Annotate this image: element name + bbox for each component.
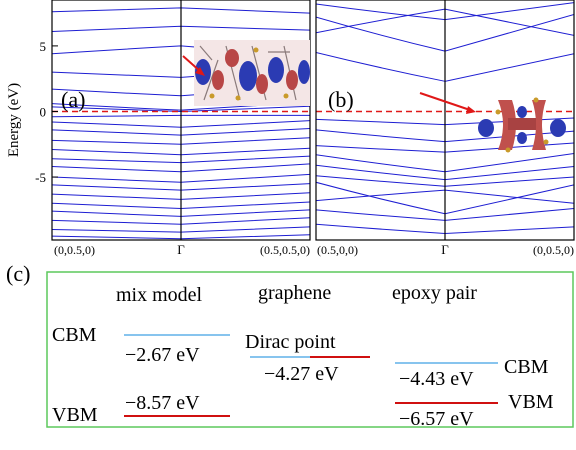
- inset-structure-b: [478, 97, 566, 153]
- cbm-label-mix: CBM: [52, 324, 97, 346]
- xticks-b: (0.5,0,0) Γ (0,0.5,0): [317, 242, 574, 257]
- column-header-graphene: graphene: [258, 282, 331, 304]
- panel-label-c: (c): [6, 261, 30, 286]
- vbm-value-mix: −8.57 eV: [125, 392, 200, 414]
- column-header-mix-model: mix model: [116, 284, 203, 306]
- frame-a: [51, 0, 311, 241]
- cbm-label-epoxy: CBM: [504, 356, 549, 378]
- panel-a: -5 0 5 Energy (eV) (a) (0,0.5,0) Γ (0.5,0.…: [6, 0, 311, 257]
- inset-arrow-b: [419, 92, 476, 114]
- ytick-label-1: 0: [40, 104, 47, 119]
- cbm-value-epoxy: −4.43 eV: [399, 368, 474, 390]
- panel-b: (b) (0.5,0,0) Γ (0,0.5,0): [315, 0, 575, 257]
- yticks-a: -5 0 5: [35, 39, 58, 185]
- xtick-label-b-1: Γ: [441, 242, 449, 257]
- dirac-point-label: Dirac point: [245, 331, 336, 353]
- xtick-label-a-0: (0,0.5,0): [54, 243, 95, 257]
- panel-label-b: (b): [328, 87, 354, 112]
- xtick-label-b-0: (0.5,0,0): [317, 243, 358, 257]
- inset-arrow-a: [182, 55, 205, 76]
- xticks-a: (0,0.5,0) Γ (0.5,0.5,0): [54, 242, 310, 257]
- y-axis-label: Energy (eV): [6, 83, 22, 157]
- vbm-label-epoxy: VBM: [508, 391, 554, 413]
- panel-label-a: (a): [61, 87, 85, 112]
- vbm-value-epoxy: −6.57 eV: [399, 408, 474, 430]
- ytick-label-2: 5: [40, 39, 47, 54]
- column-header-epoxy-pair: epoxy pair: [392, 282, 477, 304]
- xtick-label-b-2: (0,0.5,0): [533, 243, 574, 257]
- cbm-value-mix: −2.67 eV: [125, 344, 200, 366]
- ytick-label-0: -5: [35, 170, 46, 185]
- inset-structure-a: [194, 40, 310, 106]
- vbm-label-mix: VBM: [52, 404, 98, 426]
- frame-b: [315, 0, 575, 241]
- panel-c-frame: [46, 271, 574, 428]
- xtick-label-a-1: Γ: [177, 242, 185, 257]
- dirac-point-value: −4.27 eV: [264, 363, 339, 385]
- xtick-label-a-2: (0.5,0.5,0): [260, 243, 310, 257]
- panel-c: (c) mix model graphene epoxy pair CBM −2…: [6, 261, 574, 430]
